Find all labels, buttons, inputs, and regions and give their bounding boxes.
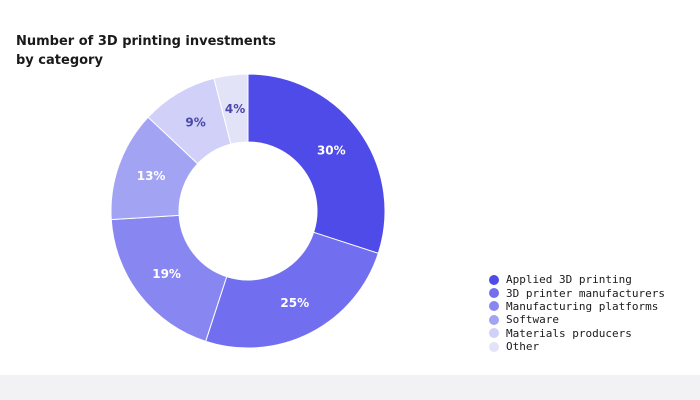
donut-slice-labels: 30% 25% 19% 13% 9% 4%	[137, 102, 346, 310]
slice-label-applied-3d-printing: 30%	[317, 143, 346, 157]
slice-label-manufacturing-platforms: 19%	[152, 267, 181, 281]
legend-label: Manufacturing platforms	[506, 299, 659, 313]
legend-swatch	[489, 274, 499, 285]
donut-slice-3d-printer-manufacturers	[205, 231, 379, 349]
legend-swatch	[489, 328, 499, 339]
donut-chart: 30% 25% 19% 13% 9% 4%	[110, 73, 386, 349]
legend-swatch	[489, 314, 499, 325]
legend-label: Other	[506, 340, 540, 354]
legend-swatch	[489, 341, 499, 352]
chart-legend: Applied 3D printing 3D printer manufactur…	[489, 273, 665, 353]
legend-item-software: Software	[489, 313, 665, 326]
legend-item-3d-printer-manufacturers: 3D printer manufacturers	[489, 286, 665, 300]
chart-title: Number of 3D printing investments by cat…	[16, 34, 276, 68]
legend-item-applied-3d-printing: Applied 3D printing	[489, 273, 665, 286]
slice-label-software: 13%	[137, 169, 166, 183]
legend-label: Materials producers	[506, 326, 632, 340]
donut-slice-other	[213, 73, 249, 145]
slice-label-materials-producers: 9%	[185, 115, 205, 129]
legend-swatch	[489, 288, 499, 299]
donut-slices	[110, 73, 386, 349]
legend-label: Applied 3D printing	[506, 273, 632, 287]
legend-item-materials-producers: Materials producers	[489, 327, 665, 340]
chart-card: Number of 3D printing investments by cat…	[0, 0, 700, 375]
legend-swatch	[489, 301, 499, 312]
legend-item-manufacturing-platforms: Manufacturing platforms	[489, 300, 665, 313]
legend-label: Software	[506, 313, 559, 327]
legend-item-other: Other	[489, 340, 665, 353]
slice-label-3d-printer-manufacturers: 25%	[280, 296, 309, 310]
donut-slice-manufacturing-platforms	[110, 214, 228, 342]
slice-label-other: 4%	[225, 102, 245, 116]
legend-label: 3D printer manufacturers	[506, 286, 665, 300]
donut-slice-applied-3d-printing	[247, 73, 386, 254]
